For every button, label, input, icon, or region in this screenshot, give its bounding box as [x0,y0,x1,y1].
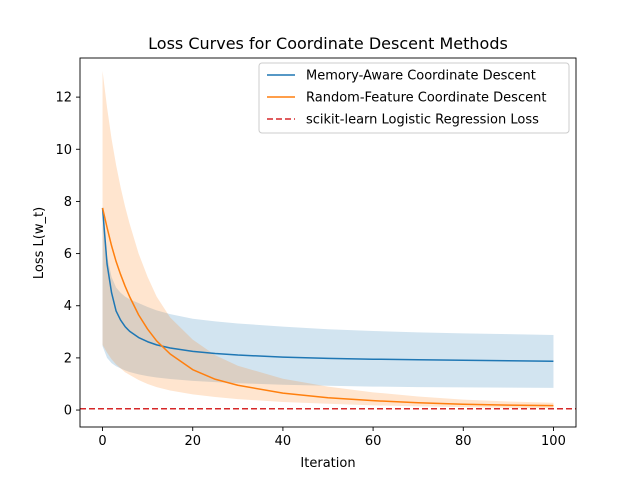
legend-label-3: scikit-learn Logistic Regression Loss [306,113,539,128]
series-line-1 [101,207,554,363]
x-axis-label: Iteration [300,456,355,471]
y-tick-label: 8 [64,195,72,210]
x-tick-label: 60 [365,434,382,449]
x-tick-label: 20 [184,434,201,449]
legend-box [258,62,570,134]
plot-content [80,71,576,410]
confidence-band-2 [102,71,554,409]
legend-label-2: Random-Feature Coordinate Descent [306,91,546,106]
y-tick-label: 12 [55,91,72,106]
y-tick-label: 4 [64,299,72,314]
axes-frame [79,57,577,428]
plot-area [80,71,576,410]
y-tick-label: 10 [55,143,72,158]
x-tick-label: 80 [455,434,472,449]
x-tick-label: 0 [98,434,106,449]
y-tick-label: 2 [64,351,72,366]
series-line-2 [101,207,554,407]
legend: Memory-Aware Coordinate Descent Random-Fe… [258,62,570,134]
confidence-band-1 [102,207,554,388]
y-axis-label: Loss L(w_t) [32,207,47,279]
x-tick-label: 100 [541,434,566,449]
axes: 0 20 40 60 80 100 0 2 4 6 8 10 12 [55,57,577,449]
chart-title: Loss Curves for Coordinate Descent Metho… [148,34,508,53]
x-tick-label: 40 [275,434,292,449]
legend-label-1: Memory-Aware Coordinate Descent [306,69,536,84]
y-tick-label: 0 [64,404,72,419]
y-tick-label: 6 [64,247,72,262]
